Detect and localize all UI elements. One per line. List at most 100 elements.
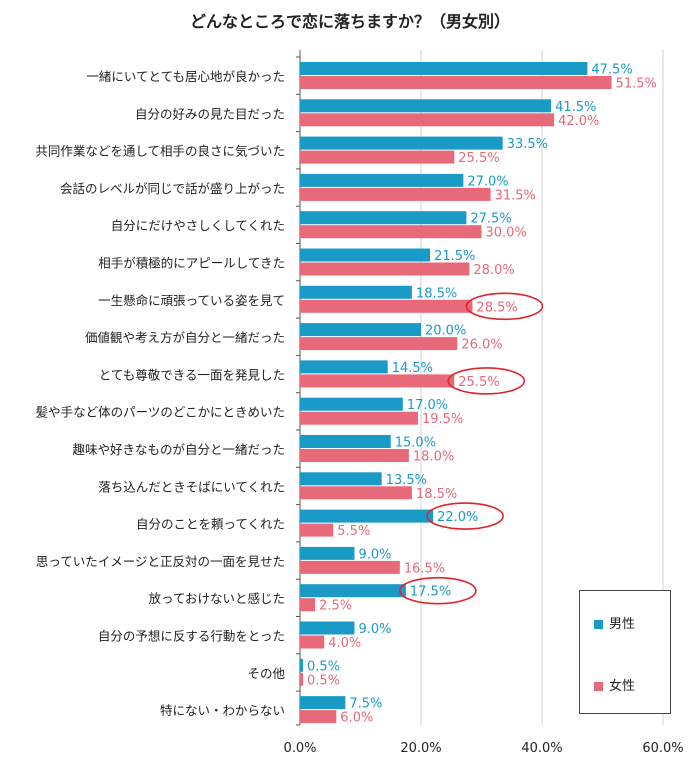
data-label-female: 6.0% [340,711,373,726]
legend: 男性 女性 [579,590,671,714]
bar-female [300,523,334,537]
bar-male [300,360,388,374]
bar-male [300,621,355,635]
data-label-female: 16.5% [404,561,445,576]
bar-female [300,449,409,462]
highlight-ellipse [399,576,477,605]
bar-male [300,99,552,113]
legend-label-female: 女性 [609,679,636,694]
bar-female [300,150,455,164]
bar-female [300,113,555,127]
bar-female [300,337,458,351]
data-label-male: 17.0% [407,398,448,413]
data-label-female: 5.5% [337,524,370,539]
data-label-female: 0.5% [307,673,340,688]
x-tick-label: 60.0% [642,741,683,756]
category-label: 相手が積極的にアピールしてきた [98,256,285,271]
bar-female [300,187,491,201]
bar-female [300,635,325,649]
category-label: 落ち込んだときそばにいてくれた [98,479,285,494]
data-label-male: 9.0% [358,547,391,562]
bar-male [300,323,421,337]
data-label-male: 47.5% [591,63,632,78]
data-label-male: 14.5% [392,361,433,376]
bar-female [300,560,400,574]
data-label-female: 18.0% [413,450,454,465]
bar-male [300,472,382,486]
data-label-male: 27.0% [467,174,508,189]
bar-female [300,374,455,388]
bar-male [300,136,503,150]
category-label: とても尊敬できる一面を発見した [99,367,285,382]
category-label: 会話のレベルが同じで話が盛り上がった [60,181,285,196]
category-label: 思っていたイメージと正反対の一面を見せた [36,554,285,569]
data-label-male: 13.5% [386,473,427,488]
data-label-male: 21.5% [434,249,475,264]
highlight-ellipse [447,367,526,395]
data-label-male: 22.0% [437,510,478,525]
data-label-male: 7.5% [349,697,382,712]
x-tick-label: 40.0% [521,741,562,756]
data-label-female: 4.0% [328,636,361,651]
bar-male [300,62,588,75]
category-label: その他 [247,666,285,681]
bar-male [300,285,412,299]
data-label-female: 25.5% [458,375,499,390]
category-label: 自分のことを頼ってくれた [136,517,285,532]
data-label-female: 30.0% [486,226,527,241]
data-label-male: 0.5% [307,659,340,674]
bar-female [300,598,316,612]
data-label-male: 9.0% [358,622,391,637]
bar-male [300,584,406,598]
bar-male [300,658,304,672]
x-tick-label: 0.0% [283,741,316,756]
data-label-female: 18.5% [416,487,457,502]
category-label: 一緒にいてとても居心地が良かった [86,69,285,84]
data-label-female: 28.0% [473,263,514,278]
category-label: 一生懸命に頑張っている姿を見て [98,293,285,308]
bar-male [300,397,403,411]
data-label-female: 31.5% [495,188,536,203]
bar-female [300,672,304,686]
data-label-female: 42.0% [558,114,599,129]
data-label-female: 2.5% [319,599,352,614]
bar-male [300,546,355,560]
category-label: 自分の予想に反する行動をとった [98,629,285,644]
legend-item-male: 男性 [594,613,635,632]
bar-male [300,211,467,225]
category-label: 趣味や好きなものが自分と一緒だった [72,442,285,457]
legend-swatch-male [594,620,603,629]
data-label-female: 51.5% [616,77,657,92]
data-label-male: 20.0% [425,324,466,339]
data-label-female: 25.5% [458,151,499,166]
category-label: 髪や手など体のパーツのどこかにときめいた [36,405,285,420]
data-label-male: 18.5% [416,286,457,301]
category-label: 自分の好みの見た目だった [135,106,285,121]
legend-swatch-female [594,682,603,691]
data-label-female: 19.5% [422,412,463,427]
data-label-male: 15.0% [395,436,436,451]
bar-female [300,411,418,425]
data-label-male: 41.5% [555,100,596,115]
data-label-male: 27.5% [470,212,511,227]
bar-male [300,435,391,448]
category-label: 特にない・わからない [160,703,285,718]
category-label: 自分にだけやさしくしてくれた [111,218,285,233]
data-label-female: 26.0% [461,338,502,353]
legend-item-female: 女性 [594,675,635,694]
legend-label-male: 男性 [609,617,636,632]
chart-title: どんなところで恋に落ちますか？（男女別） [189,12,510,31]
data-label-female: 28.5% [476,300,517,315]
bar-male [300,248,431,262]
bar-male [300,509,434,523]
category-label: 共同作業などを通して相手の良さに気づいた [35,144,285,159]
highlight-ellipse [465,292,544,321]
category-label: 価値観や考え方が自分と一緒だった [85,330,285,345]
bar-female [300,299,473,313]
highlight-ellipse [426,502,504,530]
data-label-male: 17.5% [410,585,451,600]
x-tick-label: 20.0% [400,741,441,756]
bar-female [300,262,470,276]
data-label-male: 33.5% [507,137,548,152]
